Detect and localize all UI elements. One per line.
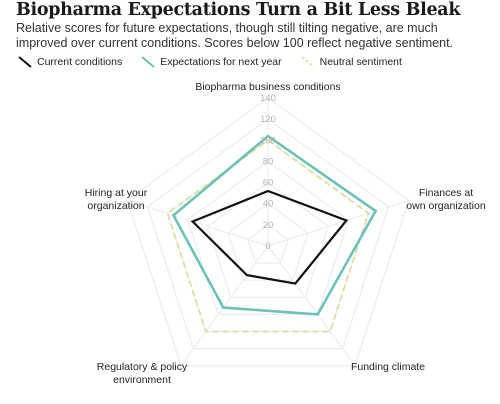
series-layer	[166, 134, 378, 333]
axis-label-line: Funding climate	[351, 361, 425, 373]
axis-label-layer: Biopharma business conditions Finances at…	[85, 81, 486, 386]
grid-ring-20	[247, 224, 289, 264]
grid-spoke-1	[267, 199, 409, 247]
tick-label-140: 140	[260, 93, 276, 104]
axis-label-line: Regulatory & policy	[97, 361, 188, 373]
axis-label-line: own organization	[406, 200, 486, 212]
tick-label-60: 60	[263, 178, 274, 189]
tick-label-40: 40	[263, 199, 274, 210]
legend-item-neutral: Neutral sentiment	[301, 56, 402, 68]
axis-label-line: Hiring at your	[85, 187, 148, 199]
legend-item-current: Current conditions	[18, 56, 122, 68]
grid-ring-120	[146, 118, 390, 350]
grid-ring-80	[186, 160, 350, 315]
grid-spoke-3	[180, 245, 269, 367]
axis-label-line: environment	[113, 374, 171, 386]
axis-label-line: Finances at	[419, 187, 473, 199]
axis-label-0: Biopharma business conditions	[195, 81, 340, 93]
legend-swatch-expectations	[141, 56, 155, 68]
axis-label-line: Biopharma business conditions	[195, 81, 340, 93]
legend-item-expectations: Expectations for next year	[141, 56, 282, 68]
legend-swatch-neutral	[301, 56, 315, 68]
legend-label-neutral: Neutral sentiment	[319, 56, 402, 68]
tick-label-120: 120	[260, 114, 276, 125]
axis-label-2: Funding climate	[351, 361, 425, 373]
tick-label-layer: 0 20 40 60 80 100 120 140	[260, 93, 276, 252]
series-neutral	[166, 139, 370, 333]
legend: Current conditions Expectations for next…	[18, 55, 421, 69]
tick-label-0: 0	[265, 241, 270, 252]
tick-label-100: 100	[260, 135, 276, 146]
tick-label-20: 20	[263, 220, 274, 231]
axis-label-line: organization	[87, 200, 144, 212]
chart-subtitle: Relative scores for future expectations,…	[16, 21, 454, 50]
axis-label-3: Regulatory & policy environment	[97, 361, 188, 386]
legend-swatch-current	[18, 56, 32, 68]
grid-spoke-4	[127, 199, 269, 247]
axis-label-4: Hiring at your organization	[85, 187, 148, 212]
chart-title: Biopharma Expectations Turn a Bit Less B…	[16, 0, 461, 20]
tick-label-80: 80	[263, 156, 274, 167]
legend-label-current: Current conditions	[37, 56, 123, 68]
axis-label-1: Finances at own organization	[406, 187, 486, 212]
series-expectations	[171, 134, 378, 316]
series-current	[190, 189, 349, 285]
grid-layer	[126, 97, 410, 367]
grid-spoke-2	[267, 245, 356, 367]
grid-ring-40	[227, 202, 309, 281]
grid-ring-140	[126, 97, 410, 367]
legend-label-expectations: Expectations for next year	[160, 56, 282, 68]
grid-ring-60	[206, 181, 330, 298]
